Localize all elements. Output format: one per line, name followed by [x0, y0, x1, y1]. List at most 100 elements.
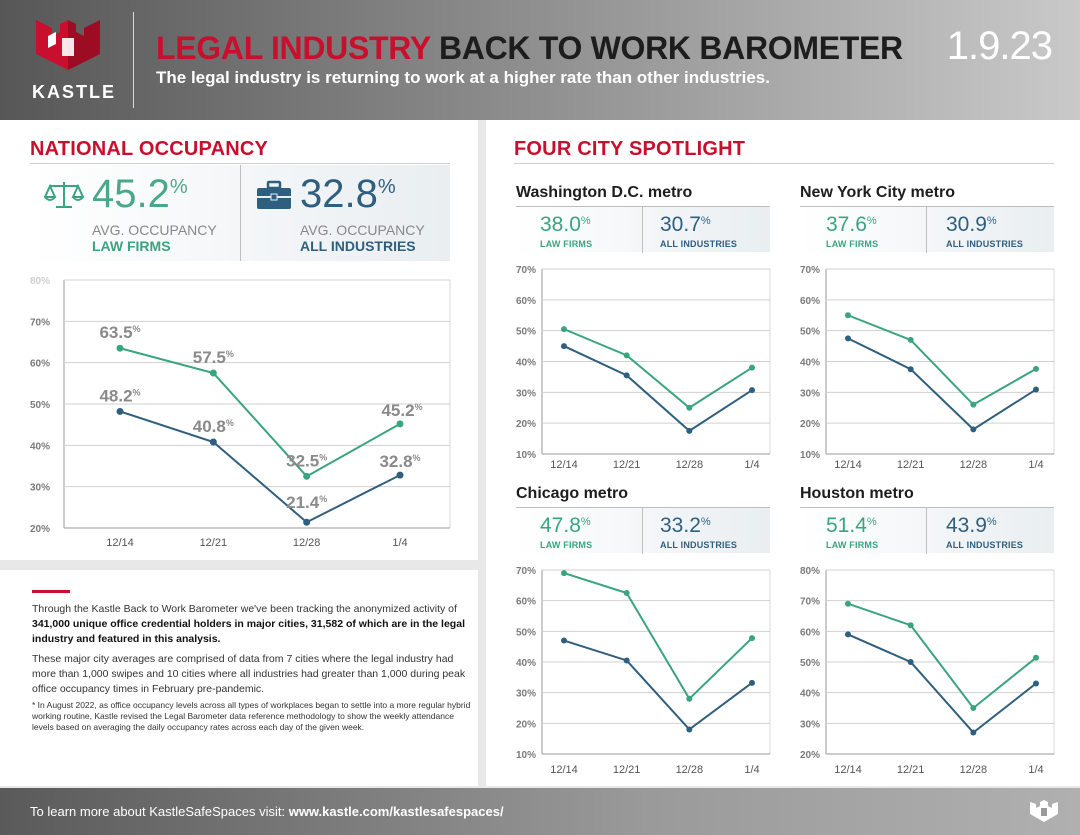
nyc-stat-divider	[926, 207, 927, 253]
houston-point-all	[1033, 680, 1039, 687]
dc-series-line-all	[563, 345, 753, 433]
dc-y-tick-label: 70%	[516, 265, 536, 276]
national-all-caption-line2: ALL INDUSTRIES	[300, 238, 416, 254]
dc-point-all	[749, 387, 755, 394]
nyc-y-tick-label: 70%	[800, 265, 820, 276]
national-point-all	[396, 471, 404, 479]
chicago-point-all	[623, 657, 630, 664]
houston-x-tick-label: 12/14	[834, 764, 862, 776]
national-data-label: 21.4%	[286, 493, 327, 512]
national-law-caption-line1: AVG. OCCUPANCY	[92, 222, 217, 238]
nyc-y-tick-label: 50%	[800, 327, 820, 338]
dc-all-value: 30.7%	[660, 213, 711, 236]
houston-point-law	[1033, 654, 1039, 661]
nyc-point-law	[907, 336, 914, 343]
houston-y-tick-label: 30%	[800, 719, 820, 730]
national-y-tick-label: 70%	[30, 317, 50, 328]
dc-point-all	[686, 427, 693, 434]
chicago-y-tick-label: 60%	[516, 597, 536, 608]
nyc-y-tick-label: 10%	[800, 450, 820, 461]
dc-point-law	[749, 364, 755, 371]
national-data-label: 48.2%	[99, 386, 140, 405]
dc-x-tick-label: 12/28	[676, 459, 704, 471]
nyc-point-all	[970, 426, 977, 433]
notes-paragraph-2: These major city averages are comprised …	[32, 653, 466, 695]
dc-point-law	[686, 404, 693, 411]
national-all-caption: AVG. OCCUPANCY ALL INDUSTRIES	[300, 222, 425, 254]
city-stat-box-nyc: 37.6% LAW FIRMS 30.9% ALL INDUSTRIES	[800, 206, 1054, 253]
spotlight-section-title: FOUR CITY SPOTLIGHT	[514, 138, 746, 160]
national-y-tick-label: 20%	[30, 524, 50, 535]
chicago-law-value: 47.8%	[540, 514, 591, 537]
national-occupancy-chart: 20% 30% 40% 50% 60% 70% 80% 12/14 12/21 12/28 1/4 6…	[30, 276, 451, 549]
dc-y-tick-label: 20%	[516, 419, 536, 430]
chicago-x-tick-label: 1/4	[744, 764, 759, 776]
chicago-y-tick-label: 30%	[516, 689, 536, 700]
footer-link[interactable]: www.kastle.com/kastlesafespaces/	[288, 804, 504, 819]
dc-all-label: ALL INDUSTRIES	[660, 239, 738, 249]
notes-footnote: * In August 2022, as office occupancy le…	[32, 700, 471, 732]
national-all-caption-line1: AVG. OCCUPANCY	[300, 222, 425, 238]
national-point-law	[116, 344, 124, 352]
nyc-x-tick-label: 12/14	[834, 459, 862, 471]
national-series-line-all	[119, 410, 401, 524]
houston-point-all	[970, 729, 977, 736]
dc-y-tick-label: 60%	[516, 296, 536, 307]
chicago-occupancy-chart: 10% 20% 30% 40% 50% 60% 70% 12/14 12/21 12/28 1/4	[516, 566, 771, 776]
dc-stat-divider	[642, 207, 643, 253]
houston-point-all	[845, 631, 851, 638]
national-y-tick-label: 50%	[30, 400, 50, 411]
national-y-tick-label: 60%	[30, 359, 50, 370]
dc-law-label: LAW FIRMS	[540, 239, 593, 249]
nyc-y-tick-label: 30%	[800, 388, 820, 399]
chicago-law-label: LAW FIRMS	[540, 540, 593, 550]
houston-series-line-all	[847, 633, 1037, 734]
houston-y-tick-label: 20%	[800, 750, 820, 761]
nyc-point-law	[845, 312, 851, 319]
nyc-y-tick-label: 60%	[800, 296, 820, 307]
header-divider	[133, 12, 134, 108]
nyc-x-tick-label: 12/28	[960, 459, 988, 471]
report-date: 1.9.23	[946, 24, 1053, 68]
dc-y-tick-label: 30%	[516, 388, 536, 399]
nyc-series-line-law	[847, 314, 1037, 406]
national-y-tick-label: 80%	[30, 276, 50, 287]
nyc-series-line-all	[847, 337, 1037, 431]
nyc-point-law	[1033, 365, 1039, 372]
national-data-label: 57.5%	[193, 348, 234, 367]
chicago-series-line-all	[563, 639, 753, 731]
national-law-value: 45.2%	[92, 172, 188, 216]
chicago-all-label: ALL INDUSTRIES	[660, 540, 738, 550]
chicago-stat-divider	[642, 508, 643, 554]
scales-icon	[44, 182, 84, 208]
houston-y-tick-label: 50%	[800, 658, 820, 669]
houston-y-tick-label: 40%	[800, 689, 820, 700]
houston-y-tick-label: 70%	[800, 597, 820, 608]
nyc-occupancy-chart: 10% 20% 30% 40% 50% 60% 70% 12/14 12/21 12/28 1/4	[800, 265, 1055, 471]
national-series-line-law	[119, 347, 401, 478]
chicago-point-all	[749, 679, 755, 686]
national-point-law	[303, 472, 311, 480]
chicago-point-law	[623, 590, 630, 596]
chicago-y-tick-label: 70%	[516, 566, 536, 577]
title-dark-part: BACK TO WORK BAROMETER	[438, 30, 903, 66]
chicago-point-law	[561, 570, 567, 577]
city-stat-box-houston: 51.4% LAW FIRMS 43.9% ALL INDUSTRIES	[800, 507, 1054, 554]
chicago-series-line-law	[563, 572, 753, 701]
houston-y-tick-label: 80%	[800, 566, 820, 577]
national-x-tick-label: 12/28	[293, 537, 321, 549]
national-point-law	[396, 420, 404, 428]
notes-paragraph-1: Through the Kastle Back to Work Baromete…	[32, 603, 465, 645]
dc-x-tick-label: 12/21	[613, 459, 641, 471]
national-data-label: 63.5%	[99, 323, 140, 342]
dc-law-value: 38.0%	[540, 213, 591, 236]
chicago-y-tick-label: 40%	[516, 658, 536, 669]
national-section-rule	[30, 163, 450, 164]
houston-law-value: 51.4%	[826, 514, 877, 537]
dc-occupancy-chart: 10% 20% 30% 40% 50% 60% 70% 12/14 12/21 12/28 1/4	[516, 265, 771, 471]
city-title-houston: Houston metro	[800, 485, 914, 502]
national-section-title: NATIONAL OCCUPANCY	[30, 138, 269, 160]
dc-x-tick-label: 12/14	[550, 459, 578, 471]
dc-point-all	[623, 372, 630, 379]
city-stat-box-chicago: 47.8% LAW FIRMS 33.2% ALL INDUSTRIES	[516, 507, 770, 554]
